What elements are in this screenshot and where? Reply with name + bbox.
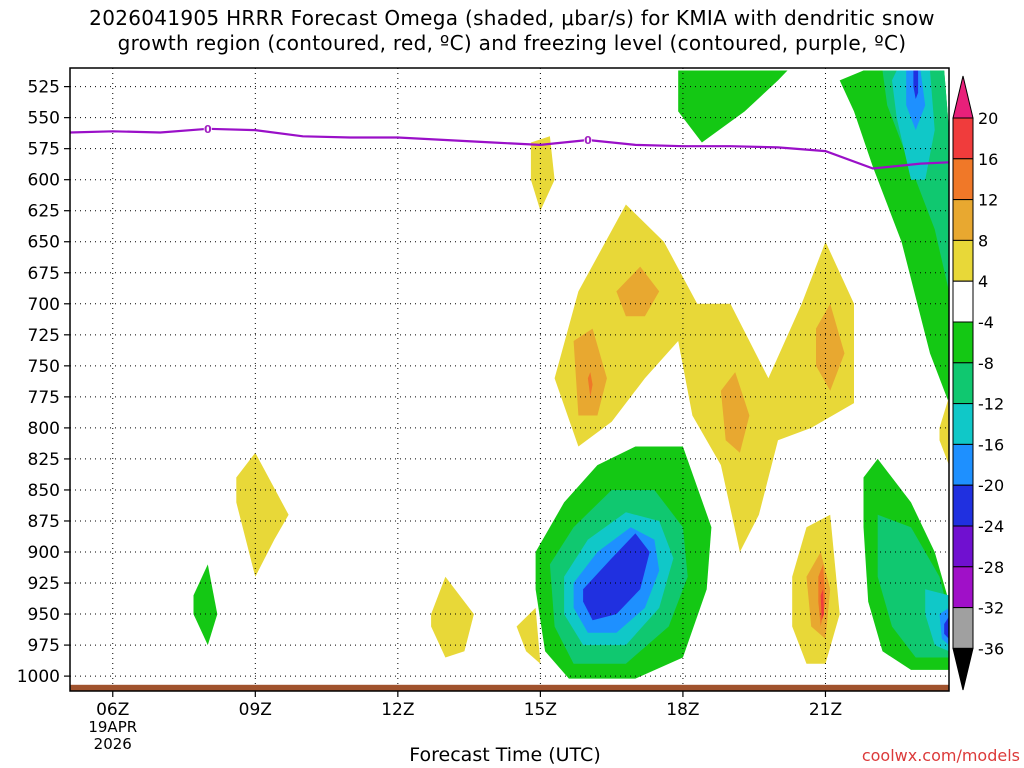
chart-title-line1: 2026041905 HRRR Forecast Omega (shaded, …: [89, 6, 935, 30]
omega-sinking-15: [939, 396, 949, 466]
y-axis: 525 550 575 600 625 650 675 700 725 750 775 800 825 8…: [17, 78, 70, 687]
x-tick-label-18Z: 18Z: [666, 700, 699, 720]
colorbar-swatch-0: [952, 117, 974, 160]
colorbar-swatch-1: [952, 158, 974, 201]
y-tick-label-900: 900: [28, 543, 60, 563]
plot-frame: [69, 67, 950, 692]
ground-strip: [70, 684, 949, 691]
colorbar: 20 16 12 8 4 -4 -8 -12 -16 -20 -24 -28 -32 -36: [952, 75, 1004, 691]
omega-rising-7: [193, 564, 218, 646]
y-tick-label-950: 950: [28, 605, 60, 625]
colorbar-swatch-4: [952, 280, 974, 323]
y-tick-label-625: 625: [28, 202, 60, 222]
y-tick-label-750: 750: [28, 357, 60, 377]
x-axis-label: Forecast Time (UTC): [409, 744, 601, 766]
colorbar-label-11: -28: [978, 558, 1004, 577]
ground-strip-fill: [70, 684, 949, 691]
omega-rising-5: [906, 70, 926, 131]
omega-sinking-8: [431, 576, 474, 658]
freezing-level-contour: 00: [69, 122, 950, 170]
colorbar-label-1: 16: [978, 150, 998, 169]
y-tick-label-775: 775: [28, 388, 60, 408]
y-tick-label-550: 550: [28, 109, 60, 129]
freezing-level-label-bg-0: [203, 122, 212, 134]
colorbar-swatch-7: [952, 403, 974, 445]
date-label-year: 2026: [94, 735, 132, 753]
colorbar-swatch-10: [952, 525, 974, 568]
omega-sinking-4: [616, 266, 660, 317]
y-tick-label-850: 850: [28, 481, 60, 501]
colorbar-bottom-arrow: [952, 647, 974, 691]
omega-rising-17: [944, 616, 949, 639]
y-tick-label-825: 825: [28, 450, 60, 470]
y-tick-label-675: 675: [28, 264, 60, 284]
x-tick-label-06Z: 06Z: [96, 700, 129, 720]
colorbar-swatch-11: [952, 566, 974, 609]
omega-rising-1: [678, 70, 788, 143]
omega-sinking-7: [236, 452, 289, 577]
colorbar-swatch-2: [952, 199, 974, 241]
chart-title-line2: growth region (contoured, red, ºC) and f…: [117, 31, 907, 55]
freezing-level-label-bg-1: [583, 133, 592, 145]
credit-link[interactable]: coolwx.com/models: [861, 746, 1020, 765]
y-tick-label-1000: 1000: [17, 667, 60, 687]
y-tick-label-600: 600: [28, 171, 60, 191]
omega-sinking-3: [573, 328, 607, 416]
colorbar-top-arrow: [952, 75, 974, 119]
colorbar-swatch-12: [952, 607, 974, 649]
chart-title: 2026041905 HRRR Forecast Omega (shaded, …: [0, 6, 1024, 56]
colorbar-label-12: -32: [978, 599, 1004, 618]
omega-sinking-1: [530, 136, 555, 211]
date-label-day: 19APR: [88, 718, 137, 736]
freezing-level-label-1: 0: [584, 134, 592, 147]
omega-sinking-6: [816, 303, 845, 391]
omega-rising-12: [583, 533, 650, 621]
colorbar-label-10: -24: [978, 517, 1004, 536]
y-tick-label-650: 650: [28, 233, 60, 253]
y-tick-label-875: 875: [28, 512, 60, 532]
freezing-level-line: [69, 127, 950, 170]
colorbar-label-13: -36: [978, 639, 1004, 658]
omega-sinking-5: [720, 372, 750, 453]
omega-sinking-14: [587, 372, 593, 397]
colorbar-swatch-9: [952, 484, 974, 527]
x-tick-label-21Z: 21Z: [809, 700, 842, 720]
colorbar-label-4: 4: [978, 272, 988, 291]
colorbar-label-0: 20: [978, 109, 998, 128]
colorbar-label-8: -16: [978, 435, 1004, 454]
freezing-level-label-0: 0: [204, 123, 212, 136]
colorbar-label-3: 8: [978, 231, 988, 250]
colorbar-label-9: -20: [978, 476, 1004, 495]
x-tick-label-15Z: 15Z: [524, 700, 557, 720]
y-tick-label-700: 700: [28, 295, 60, 315]
omega-sinking-13: [820, 589, 824, 621]
colorbar-label-2: 12: [978, 191, 998, 210]
colorbar-swatch-5: [952, 321, 974, 364]
colorbar-swatch-3: [952, 239, 974, 282]
colorbar-label-6: -8: [978, 354, 994, 373]
colorbar-label-7: -12: [978, 395, 1004, 414]
x-tick-label-12Z: 12Z: [381, 700, 414, 720]
x-tick-label-09Z: 09Z: [239, 700, 272, 720]
omega-sinking-9: [516, 607, 541, 664]
colorbar-swatch-6: [952, 362, 974, 405]
omega-rising-6: [913, 70, 919, 99]
y-tick-label-925: 925: [28, 574, 60, 594]
y-tick-label-725: 725: [28, 326, 60, 346]
y-tick-label-575: 575: [28, 140, 60, 160]
y-tick-label-800: 800: [28, 419, 60, 439]
y-tick-label-525: 525: [28, 78, 60, 98]
colorbar-label-5: -4: [978, 313, 994, 332]
y-tick-label-975: 975: [28, 636, 60, 656]
omega-shading: [193, 70, 949, 679]
colorbar-swatch-8: [952, 443, 974, 486]
